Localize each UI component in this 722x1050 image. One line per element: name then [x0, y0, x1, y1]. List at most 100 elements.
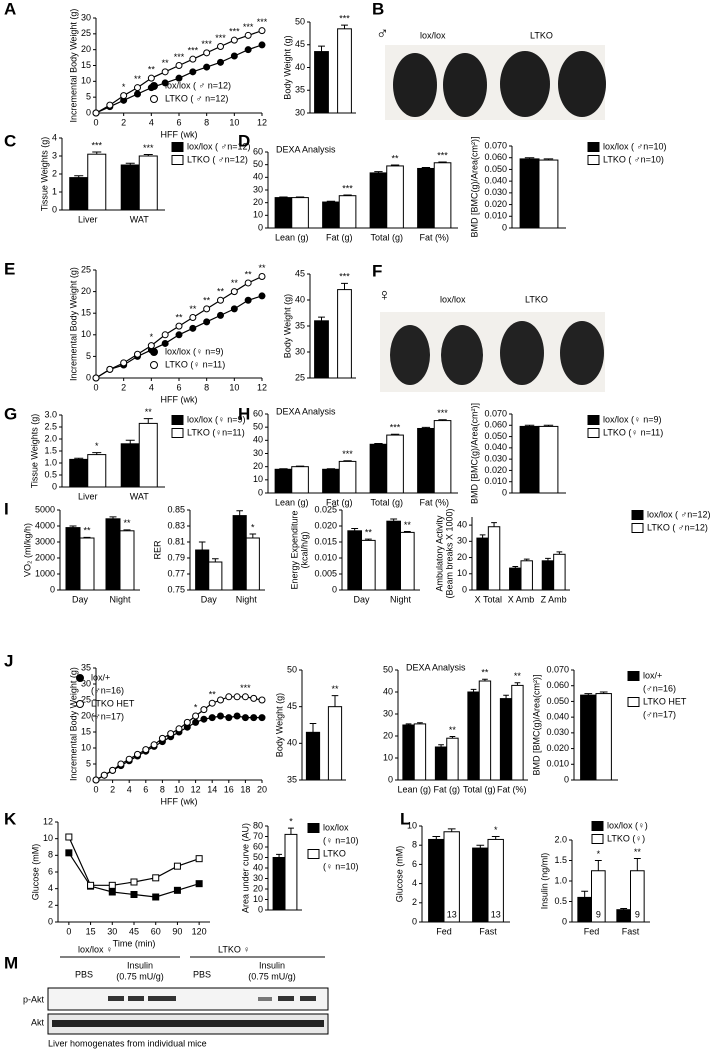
- significance: ***: [188, 46, 199, 56]
- point: [161, 339, 169, 347]
- error-bar: [449, 735, 456, 739]
- panel-letter: B: [372, 0, 384, 18]
- mouse: [393, 53, 437, 117]
- error-bar: [374, 442, 383, 445]
- point: [161, 79, 169, 87]
- legend-marker: [587, 155, 600, 165]
- point: [233, 712, 241, 720]
- blot-caption: Liver homogenates from individual mice: [48, 1038, 207, 1048]
- x-tick-label: Lean (g): [397, 784, 431, 794]
- x-tick-label: 8: [204, 382, 209, 392]
- point: [217, 58, 224, 66]
- error-bar: [279, 468, 288, 470]
- error-bar: [479, 534, 486, 539]
- y-tick-label: 10: [253, 894, 263, 904]
- x-tick-label: 120: [192, 926, 207, 936]
- legend-marker: [591, 821, 604, 831]
- point: [183, 718, 191, 726]
- significance: ***: [143, 143, 154, 153]
- point: [106, 101, 114, 109]
- y-tick-label: 0.010: [314, 552, 337, 562]
- bar: [509, 567, 522, 591]
- y-tick-label: 0.050: [484, 431, 507, 441]
- panel-letter: J: [4, 651, 13, 670]
- point: [158, 734, 166, 742]
- error-bar: [633, 857, 641, 871]
- y-tick-label: 30: [81, 678, 91, 688]
- y-axis-label: Energy Expenditure: [289, 510, 299, 589]
- y-tick-label: 35: [295, 85, 305, 95]
- x-tick-label: 45: [129, 926, 139, 936]
- x-tick-label: Lean (g): [275, 497, 309, 507]
- x-tick-label: 60: [151, 926, 161, 936]
- point: [208, 699, 216, 707]
- legend-label: LTKO ( ♂n=10): [603, 154, 664, 164]
- point: [120, 92, 128, 100]
- x-tick-label: 15: [86, 926, 96, 936]
- band: [160, 996, 176, 1001]
- y-tick-label: 0: [52, 204, 57, 214]
- bar: [386, 165, 404, 229]
- y-tick-label: 40: [253, 862, 263, 872]
- y-tick-label: 15: [81, 60, 91, 70]
- point: [92, 776, 100, 784]
- error-bar: [74, 175, 84, 178]
- y-tick-label: 45: [295, 268, 305, 278]
- error-bar: [143, 154, 153, 156]
- y-tick-label: 0: [258, 222, 263, 232]
- legend-marker: [631, 523, 644, 533]
- x-tick-label: Fed: [436, 926, 452, 936]
- y-axis-label: BMD [BMC(g)/Area(cm²)]: [469, 403, 479, 504]
- y-tick-label: 70: [253, 831, 263, 841]
- y-axis-label: Tissue Weights (g): [39, 137, 49, 212]
- bar: [195, 549, 210, 591]
- x-tick-label: Liver: [78, 491, 98, 501]
- error-bar: [438, 744, 444, 747]
- y-tick-label: 0.015: [314, 536, 337, 546]
- x-tick-label: 0: [93, 784, 98, 794]
- point: [230, 52, 238, 60]
- bar: [434, 746, 448, 781]
- y-tick-label: 0: [258, 487, 263, 497]
- y-tick-label: 0: [388, 774, 393, 784]
- y-tick-label: 10: [253, 210, 263, 220]
- significance: ***: [243, 22, 254, 32]
- y-tick-label: 1.0: [554, 875, 567, 885]
- error-bar: [341, 24, 348, 29]
- bar: [208, 561, 223, 591]
- y-tick-label: 0: [462, 584, 467, 594]
- significance: **: [123, 518, 131, 528]
- x-tick-label: Total (g): [370, 497, 403, 507]
- y-tick-label: 40: [253, 172, 263, 182]
- legend-label: LTKO (♀ n=11): [165, 359, 225, 369]
- bar: [322, 468, 340, 494]
- y-axis-label: BMD [BMC(g)/Area(cm²)]: [469, 137, 479, 238]
- band: [148, 996, 164, 1001]
- legend-label: LTKO (♀): [607, 833, 645, 843]
- error-bar: [249, 533, 257, 538]
- error-bar: [438, 161, 447, 163]
- bar: [232, 515, 247, 591]
- n-label: 9: [621, 909, 626, 919]
- y-tick-label: 20: [253, 461, 263, 471]
- legend-label: lox/+: [643, 670, 662, 680]
- bar: [369, 443, 388, 494]
- bar: [69, 177, 89, 211]
- point: [125, 755, 133, 763]
- panel-letter: A: [4, 0, 16, 18]
- y-tick-label: 40: [253, 435, 263, 445]
- bar: [272, 857, 286, 911]
- error-bar: [556, 551, 563, 555]
- point: [150, 741, 158, 749]
- panel-letter: G: [4, 404, 17, 423]
- y-tick-label: 0: [52, 481, 57, 491]
- n-label: 13: [447, 909, 457, 919]
- treatment: Insulin: [259, 960, 285, 970]
- bar: [314, 51, 329, 114]
- y-tick-label: 30: [383, 708, 393, 718]
- legend-marker: [150, 82, 158, 90]
- bar: [433, 420, 452, 494]
- significance: *: [289, 816, 293, 826]
- x-tick-label: 10: [229, 382, 239, 392]
- significance: **: [392, 153, 400, 163]
